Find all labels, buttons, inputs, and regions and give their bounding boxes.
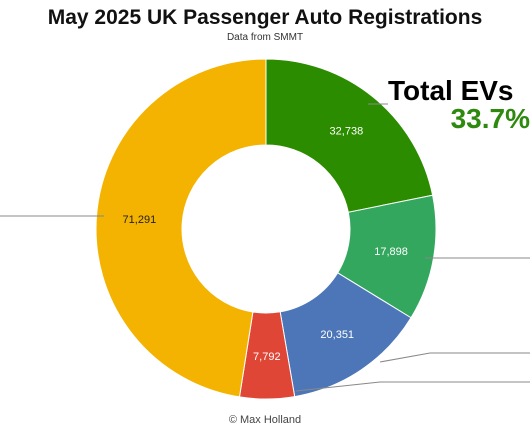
value-label-hev: 20,351	[320, 329, 354, 341]
leader-lines	[0, 103, 530, 392]
chart-title: May 2025 UK Passenger Auto Registrations	[47, 6, 483, 29]
value-label-bev: 32,738	[330, 126, 364, 138]
chart-credit: © Max Holland	[228, 414, 302, 426]
slice-petrol	[95, 58, 267, 398]
leader-line-diesel	[295, 381, 530, 392]
total-evs-value: 33.7%	[450, 103, 530, 134]
donut-slices	[95, 58, 437, 400]
slice-bev	[265, 58, 434, 213]
value-label-phev: 17,898	[374, 246, 408, 258]
slice-value-labels: 32,738 17,898 20,351 7,792 71,291	[123, 126, 408, 363]
chart-subtitle: Data from SMMT	[226, 32, 304, 43]
total-evs-label: Total EVs	[388, 75, 514, 106]
value-label-diesel: 7,792	[253, 351, 281, 363]
value-label-petrol: 71,291	[123, 214, 157, 226]
leader-line-hev	[379, 352, 530, 363]
